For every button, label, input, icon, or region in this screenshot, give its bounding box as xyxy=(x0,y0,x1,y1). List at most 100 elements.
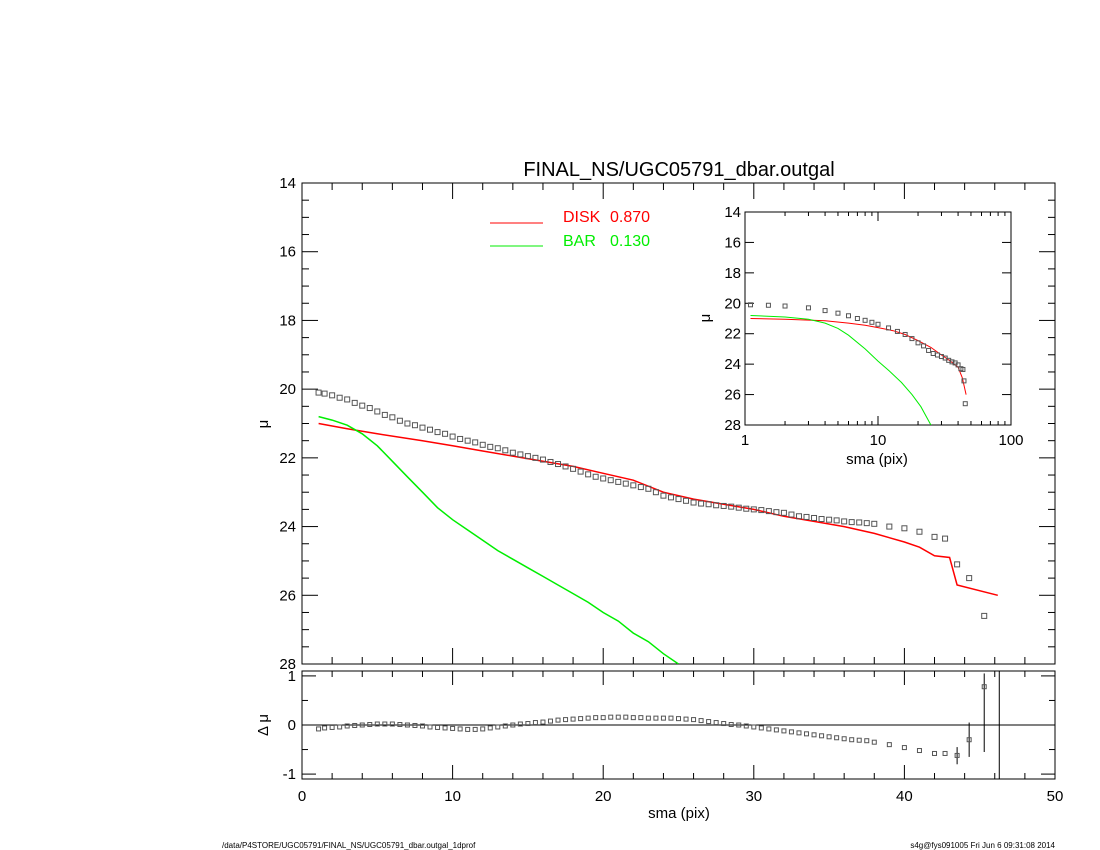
data-point xyxy=(427,426,434,433)
data-point xyxy=(765,508,772,515)
inset-x-tick-label: 1 xyxy=(741,432,749,449)
data-point xyxy=(705,501,712,508)
data-point xyxy=(539,456,546,463)
main-y-axis-label: μ xyxy=(255,420,272,429)
residual-point xyxy=(966,737,972,743)
data-point xyxy=(871,520,878,527)
data-point xyxy=(547,458,554,465)
data-point xyxy=(389,414,396,421)
data-point xyxy=(901,525,908,532)
data-point xyxy=(600,475,607,482)
residual-point xyxy=(593,715,599,721)
inset-y-tick-label: 24 xyxy=(724,356,741,373)
chart-title: FINAL_NS/UGC05791_dbar.outgal xyxy=(523,159,834,181)
residual-point xyxy=(525,721,531,727)
inset-data-point xyxy=(902,331,908,337)
data-point xyxy=(487,443,494,450)
data-point xyxy=(374,408,381,415)
residual-point xyxy=(563,717,569,723)
residual-point xyxy=(547,718,553,724)
main-y-tick-label: 26 xyxy=(279,587,296,604)
inset-data-point xyxy=(875,321,881,327)
data-point xyxy=(795,513,802,520)
data-point xyxy=(683,497,690,504)
residual-point xyxy=(736,722,742,728)
data-point xyxy=(848,519,855,526)
residual-point xyxy=(804,731,810,737)
data-point xyxy=(841,518,848,525)
residual-point xyxy=(435,724,441,730)
data-point xyxy=(630,482,637,489)
data-point xyxy=(562,463,569,470)
inset-x-axis-label: sma (pix) xyxy=(846,451,908,468)
data-point xyxy=(570,465,577,472)
residual-point xyxy=(773,727,779,733)
main-y-tick-label: 24 xyxy=(279,519,296,536)
residual-point xyxy=(322,725,328,731)
data-point xyxy=(863,520,870,527)
data-point xyxy=(735,504,742,511)
residual-point xyxy=(706,719,712,725)
residual-point xyxy=(359,722,365,728)
legend-disk-value: 0.870 xyxy=(610,209,650,226)
data-point xyxy=(826,516,833,523)
inset-data-point xyxy=(782,303,788,309)
data-point xyxy=(728,503,735,510)
data-point xyxy=(942,535,949,542)
residual-point xyxy=(457,726,463,732)
residual-point xyxy=(721,721,727,727)
inset-data-point xyxy=(962,401,968,407)
data-point xyxy=(607,477,614,484)
residual-point xyxy=(954,752,960,758)
residual-y-tick-label: 0 xyxy=(288,717,296,734)
inset-data-point xyxy=(805,305,811,311)
residual-point xyxy=(374,721,380,727)
residual-point xyxy=(450,725,456,731)
residual-point xyxy=(751,724,757,730)
data-point xyxy=(419,424,426,431)
data-point xyxy=(750,506,757,513)
data-point xyxy=(381,411,388,418)
residual-point xyxy=(344,723,350,729)
inset-data-point xyxy=(949,359,955,365)
residual-point xyxy=(465,726,471,732)
data-point xyxy=(494,445,501,452)
data-point xyxy=(667,494,674,501)
legend-bar-value: 0.130 xyxy=(610,233,650,250)
residual-point xyxy=(886,742,892,748)
main-y-tick-label: 22 xyxy=(279,450,296,467)
data-point xyxy=(592,473,599,480)
residual-point xyxy=(555,717,561,723)
inset-data-point xyxy=(909,336,915,342)
data-point xyxy=(344,396,351,403)
data-point xyxy=(524,453,531,460)
inset-data-point xyxy=(822,308,828,314)
residual-x-axis-label: sma (pix) xyxy=(648,805,710,822)
residual-point xyxy=(856,737,862,743)
residual-point xyxy=(623,714,629,720)
inset-data-point xyxy=(748,302,754,308)
inset-x-tick-label: 100 xyxy=(998,432,1023,449)
residual-point xyxy=(389,721,395,727)
residual-y-axis-label: Δ μ xyxy=(255,714,272,736)
inset-data-point xyxy=(955,362,961,368)
residual-point xyxy=(849,737,855,743)
inset-data-point xyxy=(886,325,892,331)
data-point xyxy=(622,480,629,487)
residual-point xyxy=(540,719,546,725)
main-y-tick-label: 16 xyxy=(279,244,296,261)
inset-y-tick-label: 14 xyxy=(724,204,741,221)
residual-point xyxy=(600,715,606,721)
data-point xyxy=(464,437,471,444)
residual-point xyxy=(819,733,825,739)
data-point xyxy=(811,514,818,521)
residual-point xyxy=(487,725,493,731)
data-point xyxy=(690,499,697,506)
residual-point xyxy=(683,716,689,722)
residual-point xyxy=(834,735,840,741)
inset-plot-frame xyxy=(744,211,1012,426)
inset-data-point xyxy=(862,317,868,323)
inset-data-point xyxy=(961,378,967,384)
data-point xyxy=(577,468,584,475)
